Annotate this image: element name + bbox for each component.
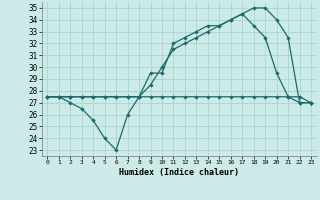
- X-axis label: Humidex (Indice chaleur): Humidex (Indice chaleur): [119, 168, 239, 177]
